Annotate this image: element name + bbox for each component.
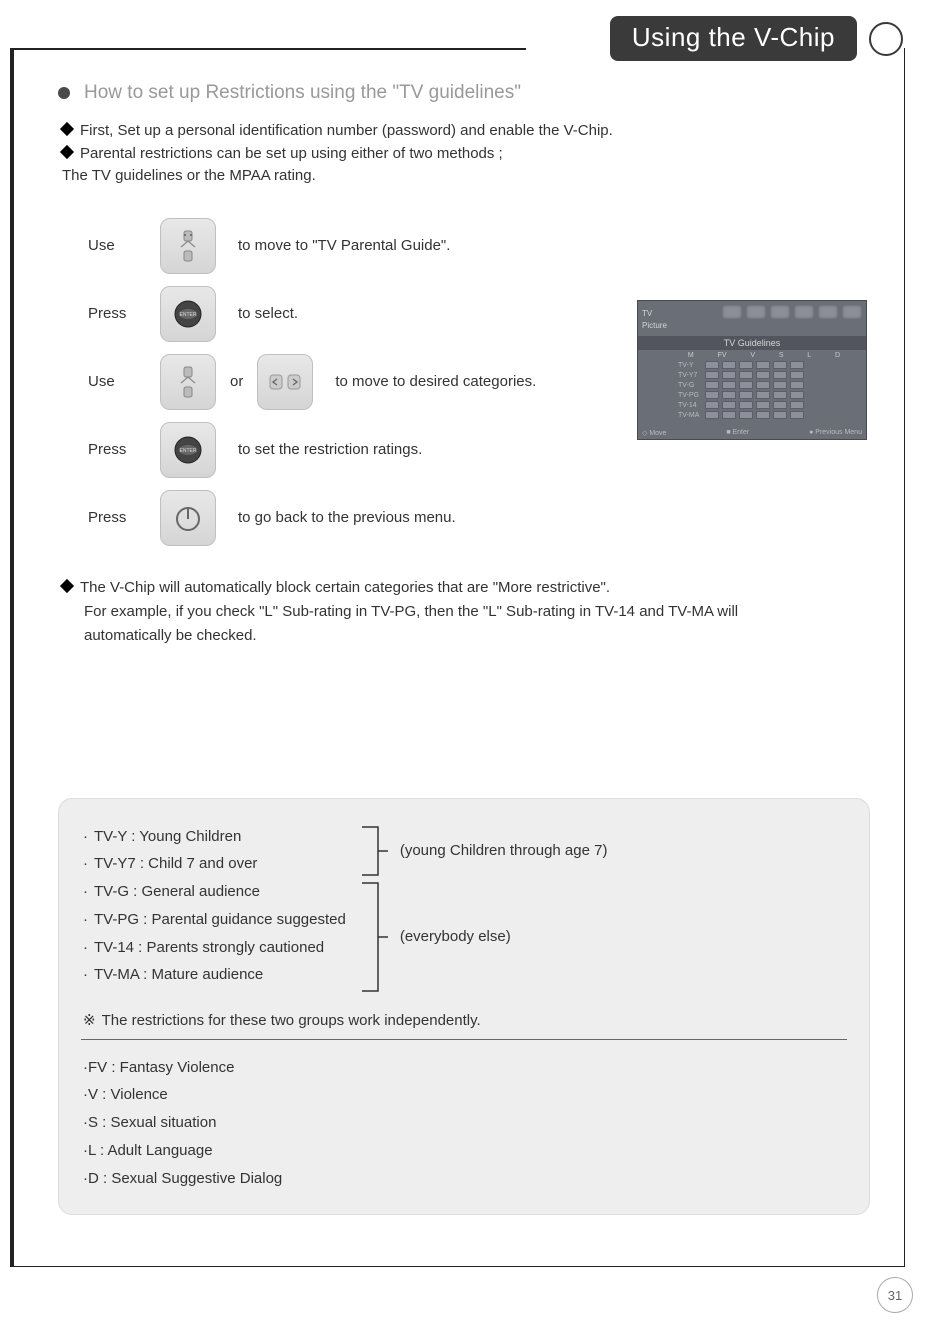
osd-row-label: TV-14 xyxy=(678,402,702,409)
step-verb: Press xyxy=(88,441,160,458)
osd-row-label: TV-Y7 xyxy=(678,372,702,379)
osd-top-icon xyxy=(794,305,814,319)
osd-top-icon xyxy=(770,305,790,319)
subratings-column: ·FV : Fantasy Violence ·V : Violence ·S … xyxy=(83,1054,845,1193)
intro-line-3: The TV guidelines or the MPAA rating. xyxy=(62,165,870,188)
reference-mark-icon: ※ xyxy=(83,1012,96,1029)
rating-item: TV-14 : Parents strongly cautioned xyxy=(94,939,324,956)
osd-row-label: TV-G xyxy=(678,382,702,389)
osd-top-icon xyxy=(842,305,862,319)
step-verb: Use xyxy=(88,237,160,254)
step-desc: to select. xyxy=(238,305,298,322)
note-line-3: automatically be checked. xyxy=(84,624,870,648)
osd-top-icon xyxy=(746,305,766,319)
step-verb: Press xyxy=(88,305,160,322)
osd-top-icons xyxy=(642,305,862,319)
page-number: 31 xyxy=(877,1277,913,1313)
ratings-column: ·TV-Y : Young Children ·TV-Y7 : Child 7 … xyxy=(83,823,346,995)
bracket-label-2: (everybody else) xyxy=(400,928,511,945)
nav-pad-icon xyxy=(160,354,216,410)
osd-col: M xyxy=(688,352,694,359)
osd-col: S xyxy=(779,352,784,359)
svg-text:ENTER: ENTER xyxy=(180,312,197,318)
step-desc: to move to "TV Parental Guide". xyxy=(238,237,450,254)
step-row: Press to go back to the previous menu. xyxy=(88,484,870,552)
ratings-note: ※ The restrictions for these two groups w… xyxy=(83,1011,845,1029)
subrating-item: D : Sexual Suggestive Dialog xyxy=(88,1170,282,1187)
step-desc: to go back to the previous menu. xyxy=(238,509,456,526)
osd-side-label: Picture xyxy=(642,321,862,330)
osd-row-label: TV-PG xyxy=(678,392,702,399)
intro-line-2: Parental restrictions can be set up usin… xyxy=(80,145,503,162)
osd-row: TV-14 xyxy=(678,401,850,409)
enter-icon: ENTER xyxy=(160,422,216,478)
frame-top-rule xyxy=(10,48,526,50)
manual-page: Using the V-Chip How to set up Restricti… xyxy=(0,0,933,1323)
step-desc: to set the restriction ratings. xyxy=(238,441,422,458)
subrating-item: S : Sexual situation xyxy=(88,1114,216,1131)
section-title: How to set up Restrictions using the "TV… xyxy=(84,82,521,104)
step-verb: Press xyxy=(88,509,160,526)
osd-top-icon xyxy=(722,305,742,319)
power-icon xyxy=(160,490,216,546)
osd-row: TV-Y7 xyxy=(678,371,850,379)
osd-corner-label: TV xyxy=(642,309,652,318)
osd-col: FV xyxy=(718,352,727,359)
svg-text:ENTER: ENTER xyxy=(180,448,197,454)
intro-line-1: First, Set up a personal identification … xyxy=(80,122,613,139)
bracket-label-1: (young Children through age 7) xyxy=(400,842,608,859)
nav-pad-icon xyxy=(160,218,216,274)
left-right-icon xyxy=(257,354,313,410)
tv-osd-preview: TV Picture TV Guidelines M FV V S L D TV-Y TV… xyxy=(637,300,867,440)
page-frame: How to set up Restrictions using the "TV… xyxy=(10,48,905,1267)
osd-col: V xyxy=(750,352,755,359)
diamond-icon xyxy=(60,122,74,136)
rating-item: TV-Y7 : Child 7 and over xyxy=(94,855,257,872)
step-or: or xyxy=(230,373,243,390)
rating-item: TV-Y : Young Children xyxy=(94,828,241,845)
note-line-2: For example, if you check "L" Sub-rating… xyxy=(84,600,870,624)
section-title-row: How to set up Restrictions using the "TV… xyxy=(58,82,870,104)
osd-col: D xyxy=(835,352,840,359)
step-desc: to move to desired categories. xyxy=(335,373,536,390)
osd-row: TV-PG xyxy=(678,391,850,399)
ratings-note-text: The restrictions for these two groups wo… xyxy=(102,1012,481,1029)
divider xyxy=(81,1039,847,1040)
note-block: The V-Chip will automatically block cert… xyxy=(62,576,870,648)
osd-row: TV-MA xyxy=(678,411,850,419)
osd-row: TV-G xyxy=(678,381,850,389)
section-bullet-icon xyxy=(58,87,70,99)
rating-item: TV-G : General audience xyxy=(94,883,260,900)
enter-icon: ENTER xyxy=(160,286,216,342)
step-row: Use to move to "TV Parental Guide". xyxy=(88,212,870,280)
step-verb: Use xyxy=(88,373,160,390)
osd-footer: ◇ Move ■ Enter ● Previous Menu xyxy=(642,429,862,437)
diamond-icon xyxy=(60,144,74,158)
osd-foot-right: Previous Menu xyxy=(815,429,862,436)
bracket-group-2: (everybody else) xyxy=(360,879,608,995)
ratings-block: ·TV-Y : Young Children ·TV-Y7 : Child 7 … xyxy=(83,823,845,995)
osd-foot-left: Move xyxy=(649,430,666,437)
rating-item: TV-PG : Parental guidance suggested xyxy=(94,911,346,928)
osd-top-icon xyxy=(818,305,838,319)
ratings-info-box: ·TV-Y : Young Children ·TV-Y7 : Child 7 … xyxy=(58,798,870,1216)
osd-title: TV Guidelines xyxy=(638,336,866,350)
subrating-item: FV : Fantasy Violence xyxy=(88,1059,234,1076)
osd-col: L xyxy=(807,352,811,359)
bracket-area: (young Children through age 7) (everybod… xyxy=(360,823,608,995)
subrating-item: L : Adult Language xyxy=(88,1142,213,1159)
rating-item: TV-MA : Mature audience xyxy=(94,966,263,983)
osd-grid: M FV V S L D TV-Y TV-Y7 TV-G TV-PG TV-14 TV-M… xyxy=(678,352,850,419)
osd-row-label: TV-MA xyxy=(678,412,702,419)
bracket-group-1: (young Children through age 7) xyxy=(360,823,608,879)
page-content: How to set up Restrictions using the "TV… xyxy=(14,48,904,1235)
diamond-icon xyxy=(60,578,74,592)
intro-block: First, Set up a personal identification … xyxy=(58,120,870,188)
subrating-item: V : Violence xyxy=(88,1086,168,1103)
osd-foot-mid: Enter xyxy=(733,429,750,436)
osd-row: TV-Y xyxy=(678,361,850,369)
note-line-1: The V-Chip will automatically block cert… xyxy=(80,579,610,596)
osd-row-label: TV-Y xyxy=(678,362,702,369)
osd-grid-header: M FV V S L D xyxy=(678,352,850,359)
